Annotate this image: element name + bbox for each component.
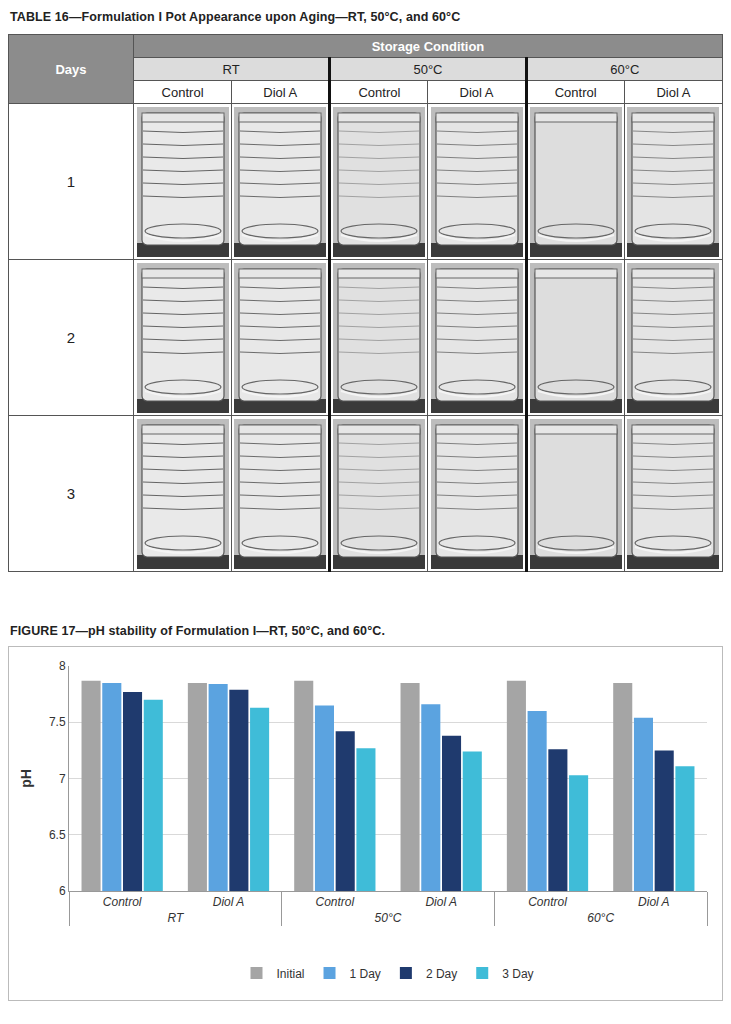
svg-text:Initial: Initial	[277, 967, 305, 981]
html-text:Storage Condition: Storage Condition	[371, 38, 485, 54]
svg-text:Control: Control	[528, 895, 567, 909]
svg-text:Control: Control	[103, 895, 142, 909]
html-text:1: 1	[66, 173, 76, 190]
html-text:Control: Control	[358, 84, 401, 100]
html-text:RT: RT	[222, 61, 240, 77]
svg-text:60°C: 60°C	[587, 911, 614, 925]
svg-text:6: 6	[59, 884, 66, 898]
svg-text:Diol A: Diol A	[213, 895, 245, 909]
svg-text:Diol A: Diol A	[425, 895, 457, 909]
svg-text:1 Day: 1 Day	[350, 967, 381, 981]
html-text:Control: Control	[554, 84, 597, 100]
html-text:Control: Control	[161, 84, 204, 100]
html-text:60°C: 60°C	[610, 61, 640, 77]
html-text:Diol A: Diol A	[263, 84, 298, 100]
html-text:Diol A: Diol A	[459, 84, 494, 100]
svg-text:50°C: 50°C	[375, 911, 402, 925]
html-text:Days: Days	[55, 61, 87, 77]
svg-text:RT: RT	[167, 911, 184, 925]
html-text:50°C: 50°C	[413, 61, 443, 77]
svg-text:pH: pH	[18, 769, 34, 788]
html-text:FIGURE 17—pH stability of Form: FIGURE 17—pH stability of Formulation I—…	[10, 624, 385, 638]
svg-text:7: 7	[59, 772, 66, 786]
svg-text:3 Day: 3 Day	[502, 967, 533, 981]
html-text:3: 3	[66, 485, 76, 502]
svg-text:2 Day: 2 Day	[426, 967, 457, 981]
svg-text:8: 8	[59, 659, 66, 673]
html-text:Diol A: Diol A	[656, 84, 691, 100]
html-text:TABLE 16—Formulation I Pot App: TABLE 16—Formulation I Pot Appearance up…	[10, 10, 461, 24]
svg-text:7.5: 7.5	[49, 715, 66, 729]
html-text:2: 2	[66, 329, 76, 346]
svg-text:Diol A: Diol A	[638, 895, 670, 909]
svg-text:Control: Control	[315, 895, 354, 909]
svg-text:6.5: 6.5	[49, 828, 66, 842]
